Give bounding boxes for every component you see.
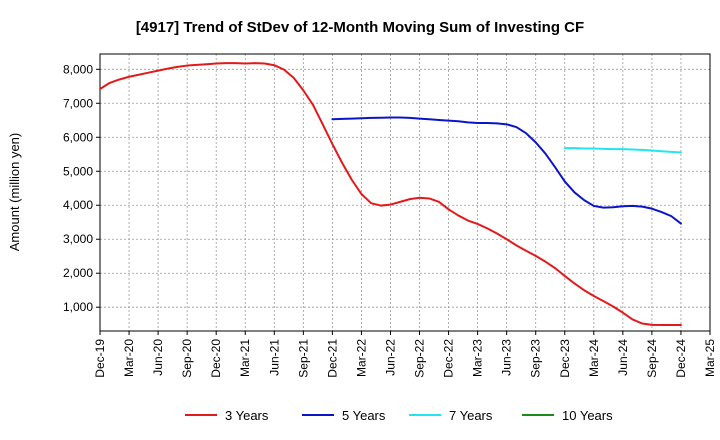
x-tick-label: Mar-24 [587,339,601,377]
legend: 3 Years 5 Years 7 Years 10 Years [185,408,613,423]
x-tick-label: Mar-23 [471,339,485,377]
legend-label-10-years: 10 Years [562,408,613,423]
series-lines [99,62,682,327]
chart-title: [4917] Trend of StDev of 12-Month Moving… [136,19,584,36]
x-tick-label: Jun-20 [151,339,165,376]
x-tick-label: Dec-19 [93,339,107,378]
legend-label-3-years: 3 Years [225,408,269,423]
x-tick-label: Mar-25 [703,339,717,377]
y-axis-label: Amount (million yen) [7,133,22,252]
y-tick-label: 1,000 [63,300,93,314]
x-tick-label: Jun-23 [500,339,514,376]
x-tick-label: Sep-24 [645,339,659,378]
x-axis: Dec-19 Mar-20 Jun-20 Sep-20 Dec-20 Mar-21 Jun-… [93,331,717,378]
x-tick-label: Sep-20 [180,339,194,378]
y-tick-label: 3,000 [63,232,93,246]
series-line-3-years [99,62,682,327]
y-tick-label: 8,000 [63,62,93,76]
grid-lines [100,54,710,331]
x-tick-label: Jun-24 [616,339,630,376]
y-tick-label: 4,000 [63,198,93,212]
x-tick-label: Mar-22 [354,339,368,377]
x-tick-label: Mar-21 [238,339,252,377]
y-tick-label: 5,000 [63,164,93,178]
legend-label-7-years: 7 Years [449,408,493,423]
x-tick-label: Jun-22 [383,339,397,376]
x-tick-label: Dec-20 [209,339,223,378]
series-line-5-years [331,116,682,225]
y-tick-label: 2,000 [63,266,93,280]
legend-label-5-years: 5 Years [342,408,386,423]
x-tick-label: Mar-20 [122,339,136,377]
y-tick-label: 6,000 [63,130,93,144]
x-tick-label: Sep-22 [413,339,427,378]
plot-area [99,53,711,332]
x-tick-label: Dec-22 [442,339,456,378]
x-tick-label: Sep-23 [529,339,543,378]
series-line-7-years [563,147,682,154]
y-tick-label: 7,000 [63,96,93,110]
x-tick-label: Dec-21 [325,339,339,378]
x-tick-label: Dec-23 [558,339,572,378]
x-tick-label: Dec-24 [674,339,688,378]
y-axis: 1,000 2,000 3,000 4,000 5,000 6,000 7,000 8,000 [63,62,100,314]
x-tick-label: Jun-21 [267,339,281,376]
x-tick-label: Sep-21 [296,339,310,378]
